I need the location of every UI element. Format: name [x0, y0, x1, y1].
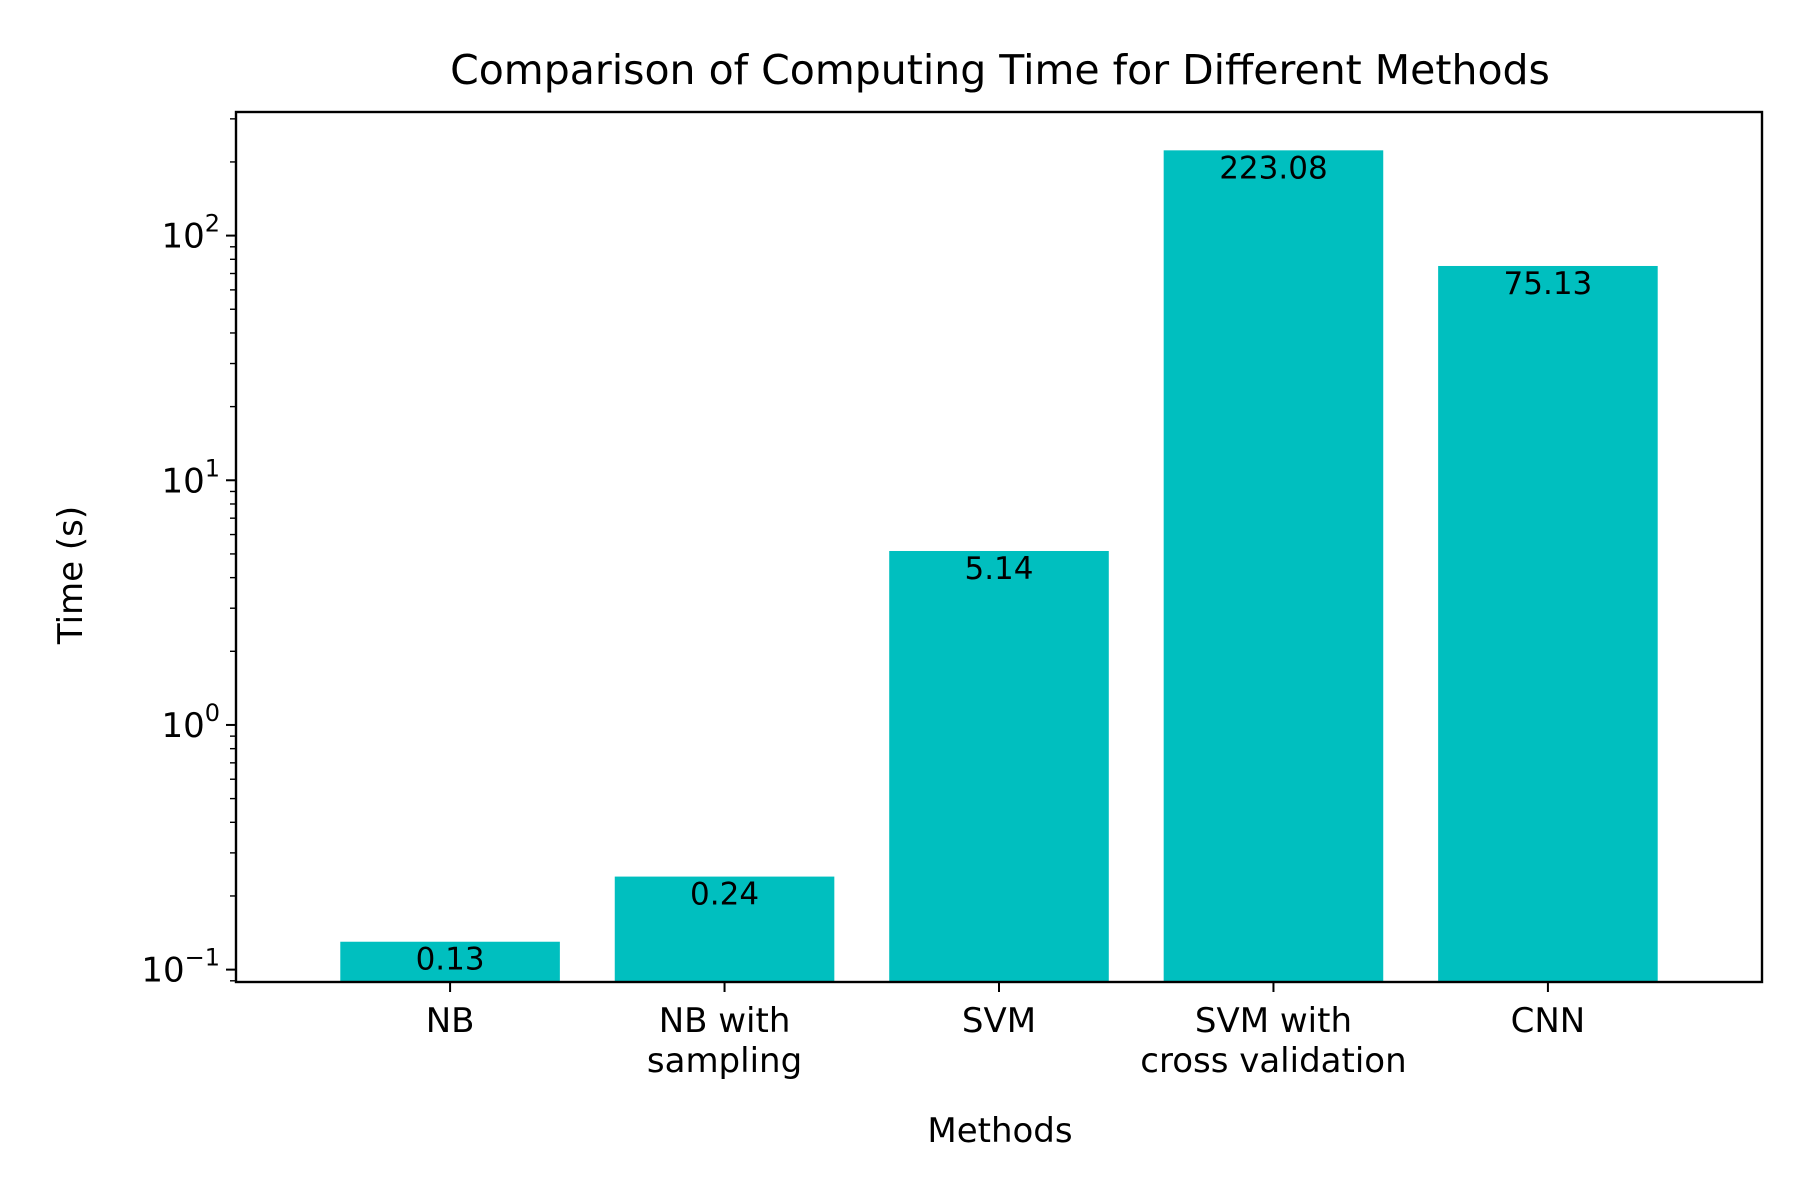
bar-2 [889, 550, 1109, 982]
data-labels: 0.13 0.24 5.14 223.08 75.13 [416, 150, 1593, 977]
y-tick-label-0: 10−1 [141, 944, 220, 991]
bar-1 [614, 876, 835, 982]
x-tick-label-3: SVM with cross validation [1140, 1001, 1406, 1081]
data-label-0: 0.13 [416, 942, 485, 978]
x-tick-label-0: NB [426, 1001, 475, 1041]
data-label-2: 5.14 [964, 551, 1033, 587]
x-tick-label-2: SVM [962, 1001, 1036, 1041]
y-axis-label: Time (s) [51, 506, 91, 645]
bars [340, 150, 1658, 983]
x-axis-ticks: NB NB with sampling SVM SVM with cross valida… [426, 982, 1586, 1081]
bar-4 [1438, 265, 1658, 982]
y-tick-label-3: 102 [161, 210, 220, 257]
bar-3 [1163, 150, 1384, 983]
y-axis-ticks: 10−1 100 101 102 [141, 118, 236, 991]
x-axis-label: Methods [927, 1111, 1072, 1151]
x-tick-label-4: CNN [1511, 1001, 1586, 1041]
plot-area-frame [234, 110, 1764, 984]
bar-0 [340, 941, 560, 982]
y-tick-label-1: 100 [161, 699, 220, 746]
chart-title: Comparison of Computing Time for Differe… [450, 46, 1550, 94]
y-tick-label-2: 101 [161, 454, 220, 501]
data-label-4: 75.13 [1504, 266, 1593, 302]
x-tick-label-1: NB with sampling [647, 1001, 802, 1081]
data-label-1: 0.24 [690, 877, 759, 913]
data-label-3: 223.08 [1219, 150, 1327, 186]
